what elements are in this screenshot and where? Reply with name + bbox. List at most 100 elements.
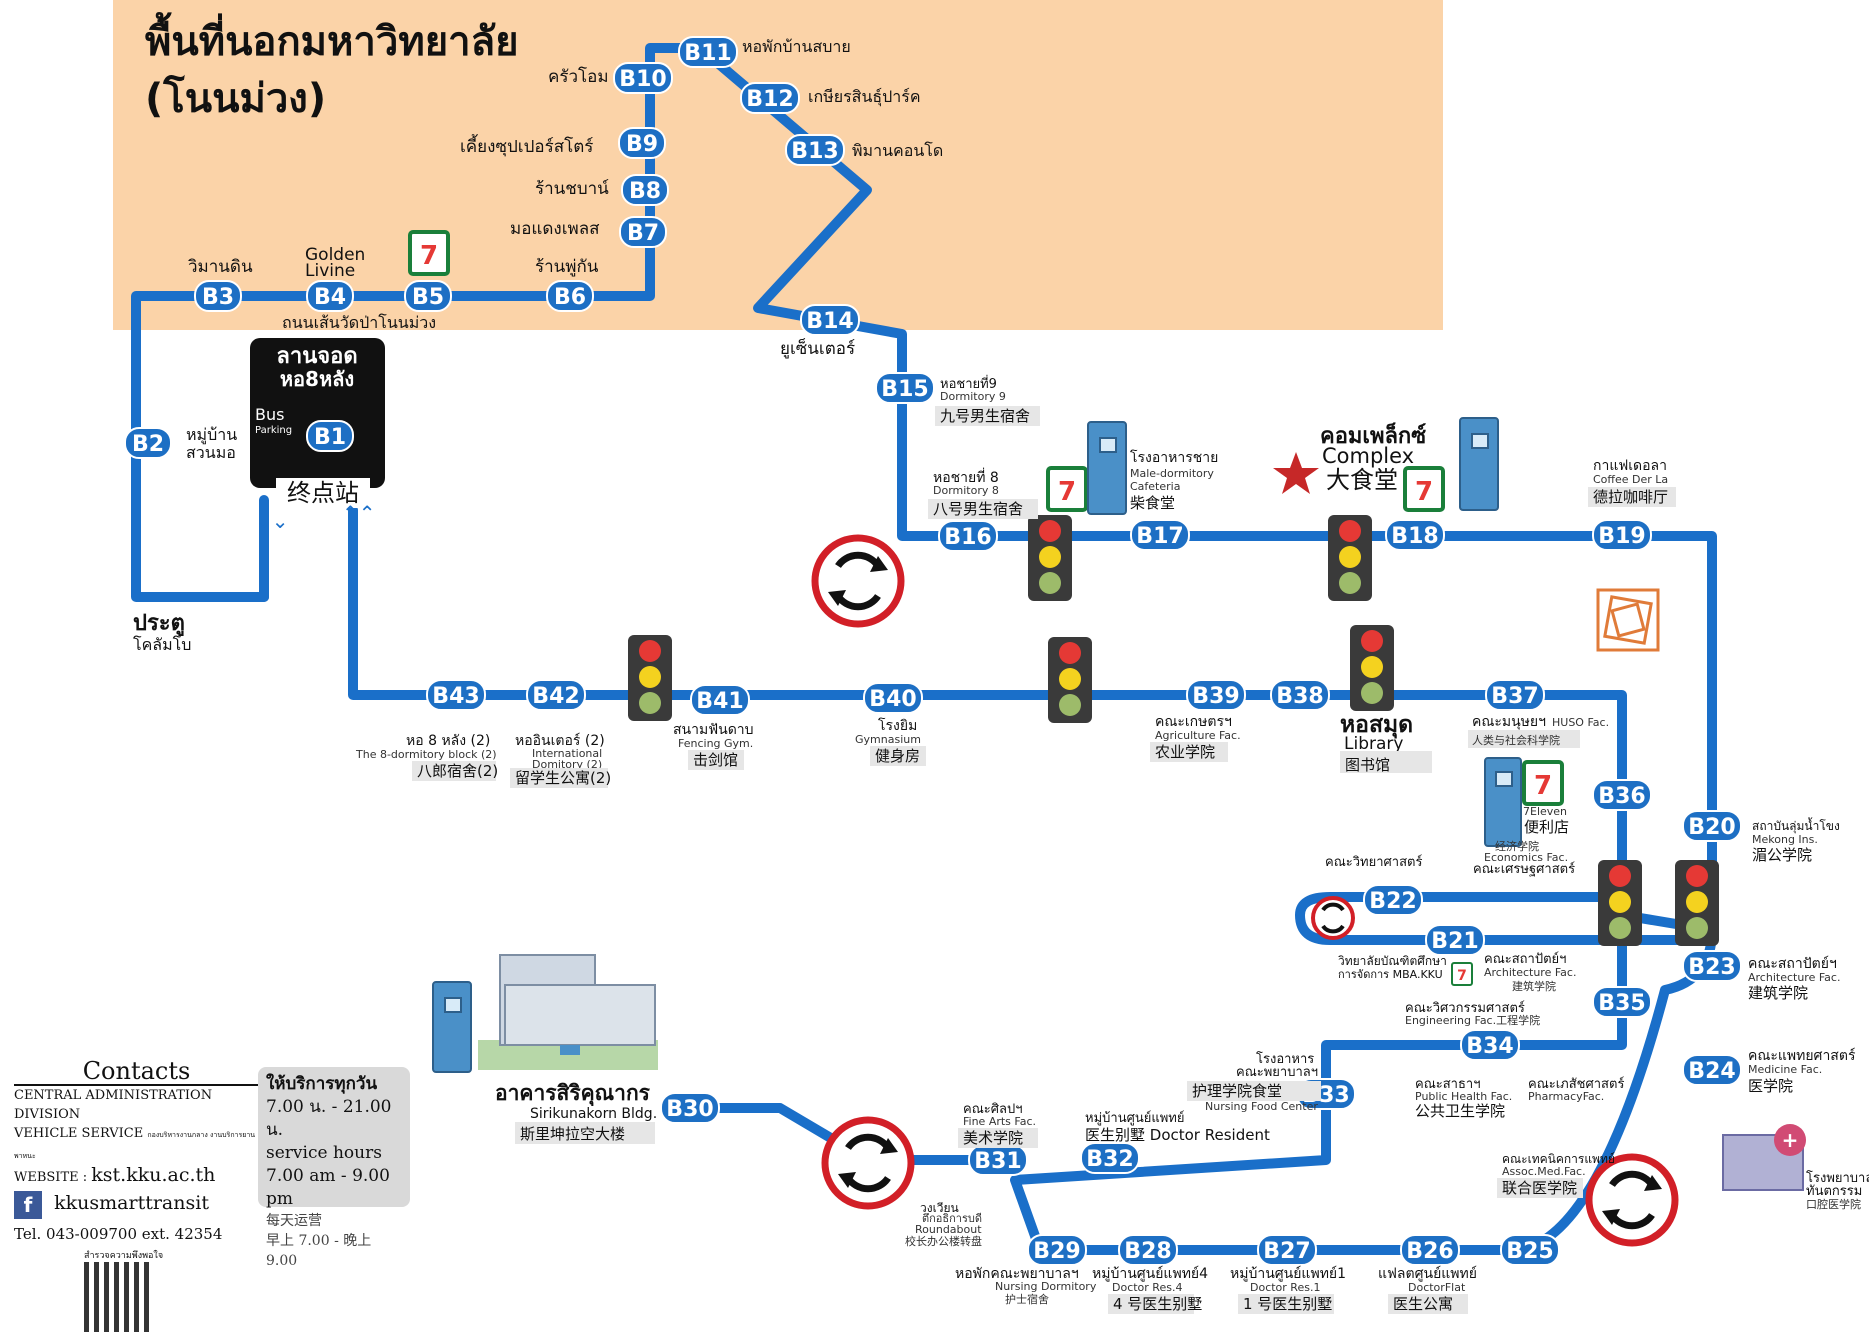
stop-b15[interactable]: B15: [875, 372, 935, 404]
stop-b38[interactable]: B38: [1270, 679, 1330, 711]
label-b15-en: Dormitory 9: [940, 390, 1006, 403]
stop-label: B27: [1263, 1239, 1310, 1264]
stop-b2[interactable]: B2: [124, 427, 172, 459]
stop-b7[interactable]: B7: [619, 216, 667, 248]
stop-b24[interactable]: B24: [1682, 1054, 1742, 1086]
stop-label: B11: [684, 41, 731, 66]
label-b42-cn: 留学生公寓(2): [515, 769, 611, 787]
stop-b8[interactable]: B8: [621, 174, 669, 206]
area-title-line2: (โนนม่วง): [145, 75, 326, 122]
stop-b40[interactable]: B40: [863, 682, 923, 714]
label-b33-line2: คณะพยาบาลฯ: [1236, 1065, 1318, 1080]
stop-b30[interactable]: B30: [660, 1092, 720, 1124]
label-b25-th: คณะเทคนิคการแพทย์: [1502, 1152, 1615, 1166]
stop-b22[interactable]: B22: [1363, 884, 1423, 916]
stop-b3[interactable]: B3: [194, 280, 242, 312]
stop-b1[interactable]: B1: [306, 420, 354, 452]
stop-b34[interactable]: B34: [1460, 1029, 1520, 1061]
label-b3: วิมานดิน: [188, 257, 253, 277]
stop-b20[interactable]: B20: [1682, 810, 1742, 842]
label-b34-pharm-th: คณะเภสัชศาสตร์: [1528, 1076, 1624, 1092]
label-b39-en: Agriculture Fac.: [1155, 729, 1241, 742]
stop-b39[interactable]: B39: [1186, 679, 1246, 711]
label-b16-cn: 八号男生宿舍: [933, 500, 1023, 518]
stop-b43[interactable]: B43: [426, 679, 486, 711]
stop-label: B21: [1431, 929, 1478, 954]
stop-b16[interactable]: B16: [938, 520, 998, 552]
label-b2-line1: หมู่บ้าน: [186, 425, 237, 445]
stop-label: B2: [132, 432, 164, 457]
traffic-light-icon: [1675, 860, 1719, 946]
stop-b18[interactable]: B18: [1385, 519, 1445, 551]
label-b36-econ-en: Economics Fac.: [1484, 851, 1568, 864]
stop-b19[interactable]: B19: [1592, 519, 1652, 551]
hours-en2: 7.00 am - 9.00 pm: [266, 1166, 390, 1209]
stop-b32[interactable]: B32: [1080, 1142, 1140, 1174]
label-b6: ร้านพู่กัน: [535, 257, 599, 277]
contacts-website-link[interactable]: kst.kku.ac.th: [91, 1164, 216, 1186]
stop-b37[interactable]: B37: [1485, 679, 1545, 711]
stop-b4[interactable]: B4: [306, 280, 354, 312]
label-b24-cn: 医学院: [1748, 1077, 1793, 1095]
contacts-vehicle-small: กองบริหารงานกลาง งานบริการยานพาหนะ: [14, 1131, 256, 1160]
stop-b36[interactable]: B36: [1592, 779, 1652, 811]
label-b17-th: โรงอาหารชาย: [1130, 449, 1218, 466]
label-b34-public-cn: 公共卫生学院: [1415, 1102, 1505, 1120]
label-b18-en: Complex: [1322, 444, 1414, 468]
label-b31-en: Fine Arts Fac.: [963, 1115, 1036, 1128]
stop-b6[interactable]: B6: [546, 280, 594, 312]
stop-label: B12: [746, 87, 793, 112]
label-b24-th: คณะแพทยศาสตร์: [1748, 1047, 1856, 1064]
stop-label: B36: [1598, 784, 1645, 809]
stop-b41[interactable]: B41: [690, 684, 750, 716]
label-b8: ร้านชบาน์: [535, 179, 609, 199]
label-b43-cn: 八郎宿舍(2): [417, 762, 498, 780]
stop-label: B22: [1369, 889, 1416, 914]
stop-b28[interactable]: B28: [1118, 1234, 1178, 1266]
label-b30-cn: 斯里坤拉空大楼: [520, 1125, 625, 1143]
stop-label: B8: [629, 179, 661, 204]
label-b22: คณะวิทยาศาสตร์: [1325, 854, 1422, 870]
label-b28-en: Doctor Res.4: [1112, 1281, 1182, 1294]
stop-label: B24: [1688, 1059, 1735, 1084]
label-b17-en1: Male-dormitory: [1130, 467, 1214, 480]
stop-b21[interactable]: B21: [1425, 924, 1485, 956]
stop-b35[interactable]: B35: [1592, 986, 1652, 1018]
stop-b10[interactable]: B10: [613, 62, 673, 94]
stop-b23[interactable]: B23: [1682, 950, 1742, 982]
stop-b31[interactable]: B31: [968, 1144, 1028, 1176]
stop-b25[interactable]: B25: [1500, 1234, 1560, 1266]
label-b41-en: Fencing Gym.: [678, 737, 753, 750]
stop-label: B37: [1491, 684, 1538, 709]
stop-b13[interactable]: B13: [785, 134, 845, 166]
label-b17-cn: 柴食堂: [1130, 494, 1175, 512]
qr-code-icon[interactable]: [84, 1262, 154, 1332]
label-b35-en: Engineering Fac.工程学院: [1405, 1013, 1540, 1027]
stop-b17[interactable]: B17: [1130, 519, 1190, 551]
label-b26-en: DoctorFlat: [1408, 1281, 1466, 1294]
stop-label: B19: [1598, 524, 1645, 549]
label-b4-line2: Livine: [305, 261, 355, 281]
contacts-qr-label: สำรวจความพึงพอใจ: [84, 1251, 164, 1261]
stop-b9[interactable]: B9: [618, 127, 666, 159]
label-b38-en: Library: [1344, 734, 1403, 754]
label-dent-th2: ทันตกรรม: [1806, 1184, 1862, 1199]
stop-b29[interactable]: B29: [1027, 1234, 1087, 1266]
stop-b26[interactable]: B26: [1400, 1234, 1460, 1266]
stop-b27[interactable]: B27: [1257, 1234, 1317, 1266]
terminal-b1[interactable]: ลานจอด หอ8หลัง Bus Parking 终点站 ⌄⌄ ⌃⌃: [250, 338, 385, 533]
roundabout-icon: [821, 1116, 915, 1210]
stop-b11[interactable]: B11: [678, 36, 738, 68]
stop-b5[interactable]: B5: [404, 280, 452, 312]
contacts-facebook[interactable]: kkusmarttransit: [54, 1191, 209, 1214]
label-b15-th: หอชายที่9: [940, 375, 997, 392]
label-b28-cn: 4 号医生别墅: [1113, 1295, 1202, 1313]
stop-b42[interactable]: B42: [526, 679, 586, 711]
stop-b14[interactable]: B14: [800, 304, 860, 336]
label-b24-en: Medicine Fac.: [1748, 1063, 1822, 1076]
label-b25-en: Assoc.Med.Fac.: [1502, 1165, 1586, 1178]
stop-label: B5: [412, 285, 444, 310]
stop-b12[interactable]: B12: [740, 82, 800, 114]
label-b38-th: หอสมุด: [1340, 712, 1413, 739]
arrow-down-icon: ⌄⌄: [255, 509, 289, 533]
